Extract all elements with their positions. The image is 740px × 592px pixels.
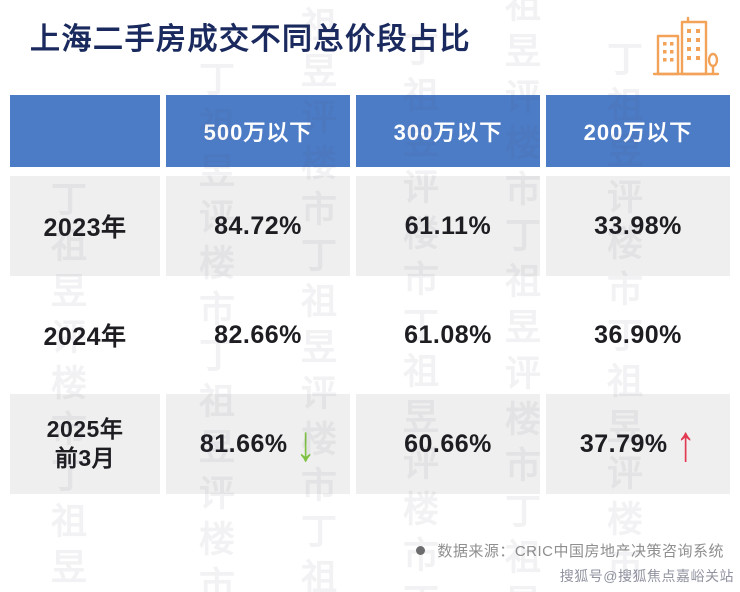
- row-label-2025: 2025年 前3月: [10, 394, 160, 494]
- row-label-2023: 2023年: [10, 176, 160, 276]
- value-2023-500w: 84.72%: [166, 176, 350, 276]
- header-cell-empty: [10, 95, 160, 167]
- value-2025-200w: 37.79% ↑: [546, 394, 730, 494]
- row-label-2024: 2024年: [10, 285, 160, 385]
- row-label-2025-line2: 前3月: [54, 445, 116, 471]
- page-header: 上海二手房成交不同总价段占比: [30, 16, 720, 80]
- header-cell-under-300w: 300万以下: [356, 95, 540, 167]
- value-2025-500w: 81.66% ↓: [166, 394, 350, 494]
- value-2024-300w: 61.08%: [356, 285, 540, 385]
- building-icon: [652, 14, 720, 80]
- value-2025-500w-text: 81.66%: [199, 429, 288, 458]
- watermark-credit: 搜狐号@搜狐焦点嘉峪关站: [559, 568, 734, 584]
- value-2023-200w: 33.98%: [546, 176, 730, 276]
- value-2024-500w: 82.66%: [166, 285, 350, 385]
- data-source-line: 数据来源：CRIC中国房地产决策咨询系统: [416, 540, 724, 561]
- trend-up-arrow-icon: ↑: [675, 416, 697, 472]
- value-2024-200w: 36.90%: [546, 285, 730, 385]
- value-2025-200w-text: 37.79%: [579, 429, 668, 458]
- bullet-icon: [416, 546, 426, 555]
- header-cell-under-200w: 200万以下: [546, 95, 730, 167]
- value-2023-300w: 61.11%: [356, 176, 540, 276]
- row-label-2025-line1: 2025年: [46, 416, 124, 443]
- value-2025-300w: 60.66%: [356, 394, 540, 494]
- price-segment-table: 500万以下 300万以下 200万以下 2023年 84.72% 61.11%…: [10, 95, 730, 494]
- data-source-text: 数据来源：CRIC中国房地产决策咨询系统: [437, 543, 724, 560]
- row-label-2025-text: 2025年 前3月: [47, 415, 124, 473]
- page-title: 上海二手房成交不同总价段占比: [30, 23, 471, 56]
- header-cell-under-500w: 500万以下: [166, 95, 350, 167]
- trend-down-arrow-icon: ↓: [295, 416, 317, 472]
